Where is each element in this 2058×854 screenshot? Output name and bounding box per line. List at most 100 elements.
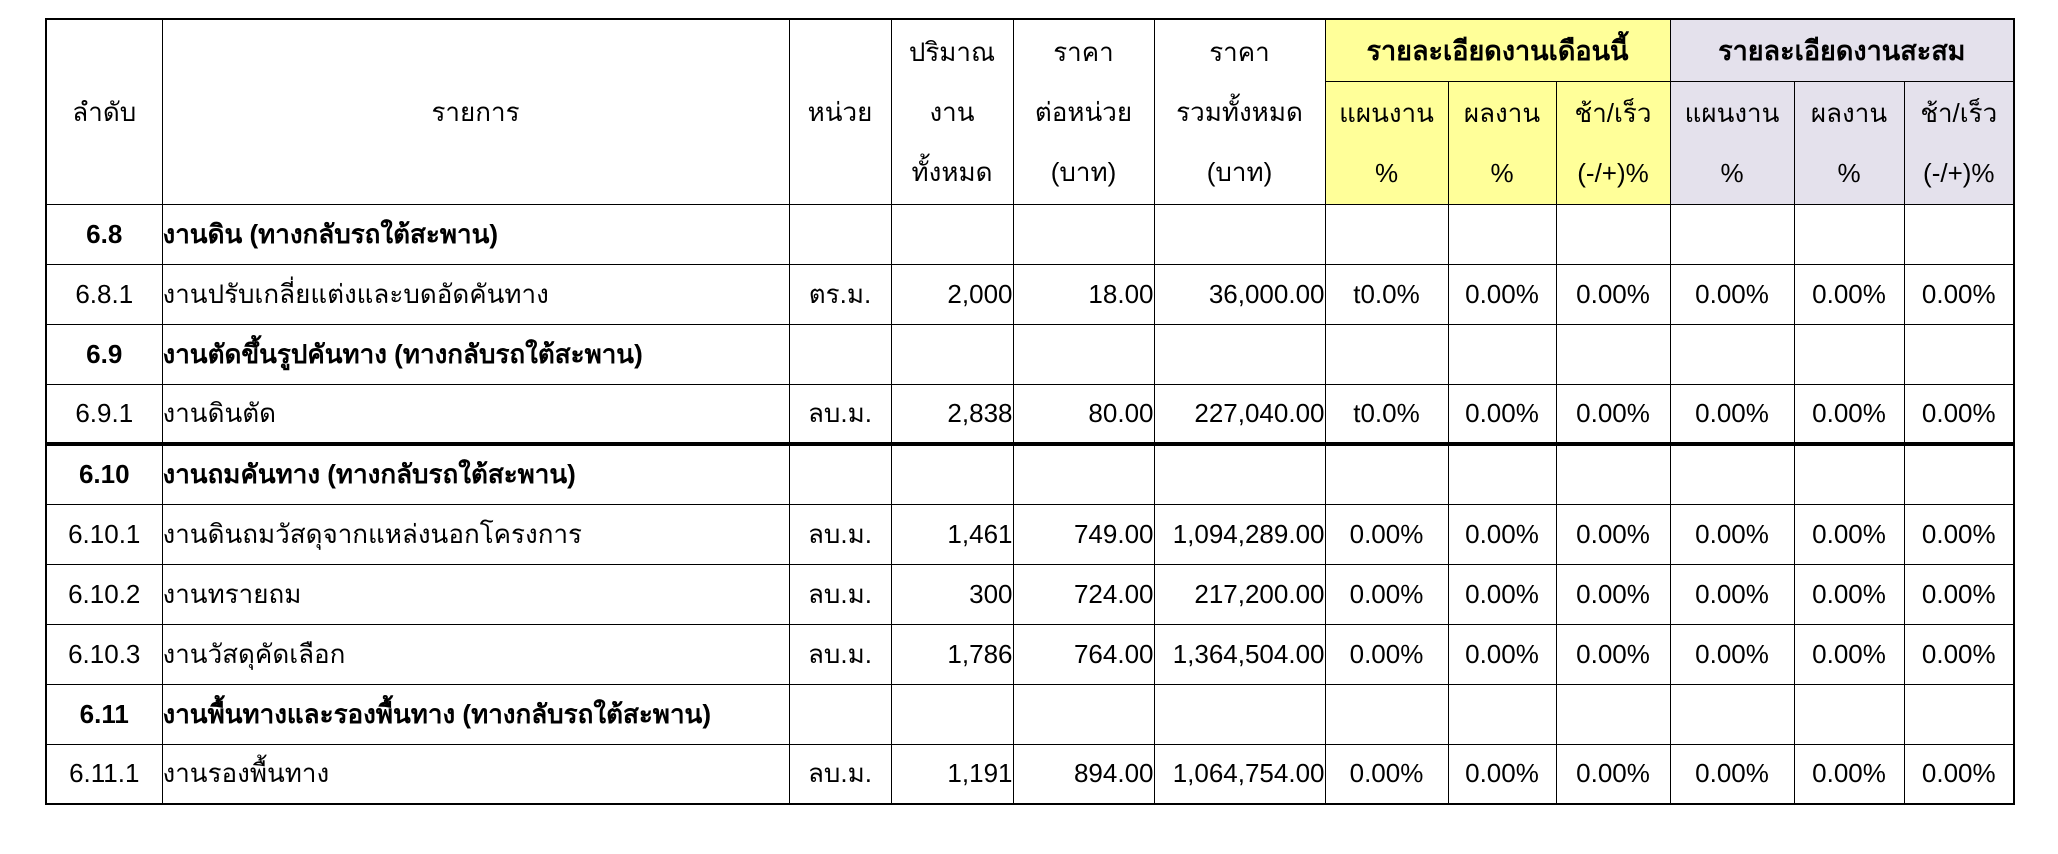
cell-name: งานปรับเกลี่ยแต่งและบดอัดคันทาง bbox=[161, 263, 790, 325]
cell-m_result bbox=[1447, 443, 1557, 505]
cell-m_delay: 0.00% bbox=[1555, 563, 1671, 625]
cell-m_plan bbox=[1324, 443, 1449, 505]
header-no: ลำดับ bbox=[45, 18, 163, 205]
cell-c_delay bbox=[1903, 203, 2015, 265]
item-row: 6.10.1 งานดินถมวัสดุจากแหล่งนอกโครงการ ลบ.… bbox=[45, 503, 2015, 565]
cell-c_result bbox=[1793, 683, 1905, 745]
cell-m_plan: t0.0% bbox=[1324, 263, 1449, 325]
cell-c_plan bbox=[1669, 323, 1795, 385]
cell-unit_price bbox=[1012, 323, 1155, 385]
cell-total: 1,364,504.00 bbox=[1153, 623, 1326, 685]
header-month-plan: แผนงาน % bbox=[1324, 80, 1449, 205]
cell-c_plan bbox=[1669, 203, 1795, 265]
cell-unit_price: 18.00 bbox=[1012, 263, 1155, 325]
table-body: 6.8 งานดิน (ทางกลับรถใต้สะพาน) 6.8.1 งานปรั… bbox=[45, 203, 2015, 805]
cell-m_delay bbox=[1555, 203, 1671, 265]
section-row: 6.8 งานดิน (ทางกลับรถใต้สะพาน) bbox=[45, 203, 2015, 265]
section-row: 6.9 งานตัดขึ้นรูปคันทาง (ทางกลับรถใต้สะพา… bbox=[45, 323, 2015, 385]
cell-m_result bbox=[1447, 683, 1557, 745]
cell-m_delay: 0.00% bbox=[1555, 743, 1671, 805]
cell-unit_price: 724.00 bbox=[1012, 563, 1155, 625]
cell-unit_price: 749.00 bbox=[1012, 503, 1155, 565]
header-unit-price: ราคา ต่อหน่วย (บาท) bbox=[1012, 18, 1155, 205]
cell-c_delay bbox=[1903, 683, 2015, 745]
cell-c_result bbox=[1793, 443, 1905, 505]
cell-name: งานทรายถม bbox=[161, 563, 790, 625]
header-cum-result: ผลงาน % bbox=[1793, 80, 1905, 205]
header-month-result: ผลงาน % bbox=[1447, 80, 1557, 205]
header-month-delay: ช้า/เร็ว (-/+)% bbox=[1555, 80, 1671, 205]
item-row: 6.10.3 งานวัสดุคัดเลือก ลบ.ม. 1,786 764.00 1,… bbox=[45, 623, 2015, 685]
cell-qty: 1,191 bbox=[890, 743, 1014, 805]
header-item: รายการ bbox=[161, 18, 790, 205]
cell-c_delay: 0.00% bbox=[1903, 623, 2015, 685]
item-row: 6.11.1 งานรองพื้นทาง ลบ.ม. 1,191 894.00 1,064… bbox=[45, 743, 2015, 805]
cell-m_plan bbox=[1324, 203, 1449, 265]
cell-qty: 2,838 bbox=[890, 383, 1014, 446]
item-row: 6.8.1 งานปรับเกลี่ยแต่งและบดอัดคันทาง ตร.ม… bbox=[45, 263, 2015, 325]
cell-no: 6.8.1 bbox=[45, 263, 163, 325]
cell-c_delay bbox=[1903, 443, 2015, 505]
cell-c_plan bbox=[1669, 443, 1795, 505]
cell-m_plan: 0.00% bbox=[1324, 743, 1449, 805]
cell-m_result: 0.00% bbox=[1447, 383, 1557, 446]
header-total-price: ราคา รวมทั้งหมด (บาท) bbox=[1153, 18, 1326, 205]
cell-unit: ลบ.ม. bbox=[788, 743, 892, 805]
cell-c_plan: 0.00% bbox=[1669, 503, 1795, 565]
cell-name: งานพื้นทางและรองพื้นทาง (ทางกลับรถใต้สะพ… bbox=[161, 683, 790, 745]
cell-name: งานดิน (ทางกลับรถใต้สะพาน) bbox=[161, 203, 790, 265]
cell-total: 227,040.00 bbox=[1153, 383, 1326, 446]
cell-total: 1,064,754.00 bbox=[1153, 743, 1326, 805]
cell-unit: ลบ.ม. bbox=[788, 623, 892, 685]
cell-qty: 2,000 bbox=[890, 263, 1014, 325]
cell-no: 6.11 bbox=[45, 683, 163, 745]
cell-c_plan: 0.00% bbox=[1669, 563, 1795, 625]
cell-total: 217,200.00 bbox=[1153, 563, 1326, 625]
cell-c_result: 0.00% bbox=[1793, 623, 1905, 685]
cell-no: 6.9.1 bbox=[45, 383, 163, 446]
cell-unit_price bbox=[1012, 203, 1155, 265]
cell-m_delay: 0.00% bbox=[1555, 503, 1671, 565]
cell-m_result: 0.00% bbox=[1447, 563, 1557, 625]
cell-no: 6.8 bbox=[45, 203, 163, 265]
cell-m_result: 0.00% bbox=[1447, 623, 1557, 685]
cell-m_plan: 0.00% bbox=[1324, 623, 1449, 685]
cell-c_delay: 0.00% bbox=[1903, 743, 2015, 805]
cell-qty bbox=[890, 683, 1014, 745]
cell-unit_price: 80.00 bbox=[1012, 383, 1155, 446]
cell-unit: ตร.ม. bbox=[788, 263, 892, 325]
cell-c_result: 0.00% bbox=[1793, 383, 1905, 446]
cell-m_delay bbox=[1555, 443, 1671, 505]
cell-total bbox=[1153, 203, 1326, 265]
table-header: ลำดับ รายการ หน่วย ปริมาณ งาน ทั้งหมด รา… bbox=[45, 18, 2015, 205]
cell-m_plan bbox=[1324, 323, 1449, 385]
cell-unit bbox=[788, 683, 892, 745]
cell-qty: 1,461 bbox=[890, 503, 1014, 565]
cell-c_delay bbox=[1903, 323, 2015, 385]
cell-m_plan bbox=[1324, 683, 1449, 745]
cell-c_plan bbox=[1669, 683, 1795, 745]
cell-unit_price bbox=[1012, 443, 1155, 505]
cell-name: งานดินถมวัสดุจากแหล่งนอกโครงการ bbox=[161, 503, 790, 565]
cell-m_delay: 0.00% bbox=[1555, 623, 1671, 685]
cell-no: 6.10 bbox=[45, 443, 163, 505]
header-cum-delay: ช้า/เร็ว (-/+)% bbox=[1903, 80, 2015, 205]
cell-no: 6.9 bbox=[45, 323, 163, 385]
cell-qty bbox=[890, 203, 1014, 265]
cell-name: งานรองพื้นทาง bbox=[161, 743, 790, 805]
cell-no: 6.10.1 bbox=[45, 503, 163, 565]
section-row: 6.11 งานพื้นทางและรองพื้นทาง (ทางกลับรถใต… bbox=[45, 683, 2015, 745]
cell-unit: ลบ.ม. bbox=[788, 503, 892, 565]
cell-m_delay: 0.00% bbox=[1555, 383, 1671, 446]
cell-m_result bbox=[1447, 323, 1557, 385]
cell-m_delay bbox=[1555, 683, 1671, 745]
cell-c_plan: 0.00% bbox=[1669, 623, 1795, 685]
cell-m_result: 0.00% bbox=[1447, 503, 1557, 565]
cell-c_result: 0.00% bbox=[1793, 563, 1905, 625]
cell-c_plan: 0.00% bbox=[1669, 383, 1795, 446]
cell-qty: 300 bbox=[890, 563, 1014, 625]
cell-qty: 1,786 bbox=[890, 623, 1014, 685]
cell-unit_price bbox=[1012, 683, 1155, 745]
cell-m_plan: 0.00% bbox=[1324, 503, 1449, 565]
